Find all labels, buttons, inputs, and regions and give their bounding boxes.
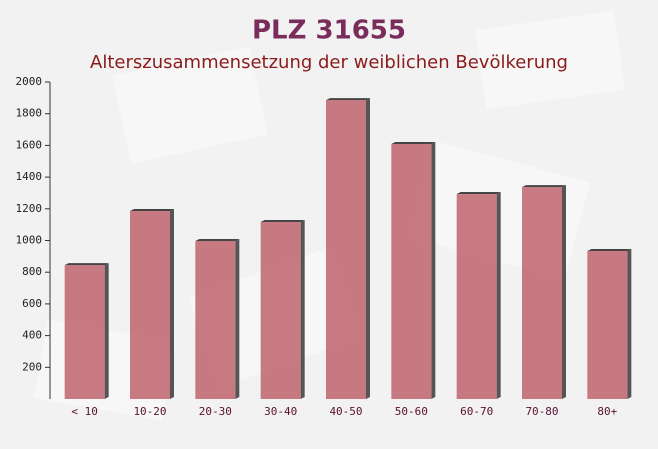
x-tick-label: 60-70 <box>460 405 493 418</box>
bar <box>587 250 628 399</box>
y-tick-label: 800 <box>22 265 42 278</box>
bar-top <box>326 98 370 101</box>
bar-side <box>235 238 240 399</box>
bar-side <box>366 98 370 399</box>
bar-top <box>195 238 240 241</box>
bar-side <box>170 209 174 399</box>
bar-side <box>496 192 501 399</box>
bar <box>130 211 170 399</box>
x-tick-label: < 10 <box>71 405 98 418</box>
bar <box>522 187 562 399</box>
bar-top <box>260 219 305 222</box>
x-tick-label: 40-50 <box>329 405 362 418</box>
bar <box>391 143 432 399</box>
bar-top <box>130 209 174 212</box>
bar-top <box>456 192 501 195</box>
bar-side <box>562 185 566 399</box>
chart-subtitle: Alterszusammensetzung der weiblichen Bev… <box>90 52 568 73</box>
bar <box>195 240 236 399</box>
bar <box>326 100 366 399</box>
y-tick-label: 1200 <box>16 202 43 215</box>
bar-side <box>431 141 436 399</box>
y-tick-label: 600 <box>22 297 42 310</box>
x-tick-label: 20-30 <box>199 405 232 418</box>
x-tick-label: 50-60 <box>395 405 428 418</box>
y-tick-label: 1600 <box>16 138 43 151</box>
x-tick-label: 70-80 <box>525 405 558 418</box>
bar-top <box>522 185 566 188</box>
bar <box>260 221 301 399</box>
bar <box>64 265 105 399</box>
x-tick-label: 10-20 <box>133 405 166 418</box>
bar-side <box>627 248 632 399</box>
y-tick-label: 1000 <box>16 234 43 247</box>
bar-top <box>391 141 436 144</box>
y-tick-label: 1400 <box>16 170 43 183</box>
y-tick-label: 400 <box>22 329 42 342</box>
bar-side <box>300 219 305 399</box>
y-tick-label: 200 <box>22 360 42 373</box>
chart-title: PLZ 31655 <box>252 16 406 46</box>
x-tick-label: 30-40 <box>264 405 297 418</box>
bar-top <box>64 263 109 266</box>
y-tick-label: 1800 <box>16 107 43 120</box>
x-tick-label: 80+ <box>597 405 617 418</box>
y-tick-label: 2000 <box>16 75 43 88</box>
bar-top <box>587 248 632 251</box>
bar <box>456 194 497 399</box>
bar-side <box>104 263 109 399</box>
